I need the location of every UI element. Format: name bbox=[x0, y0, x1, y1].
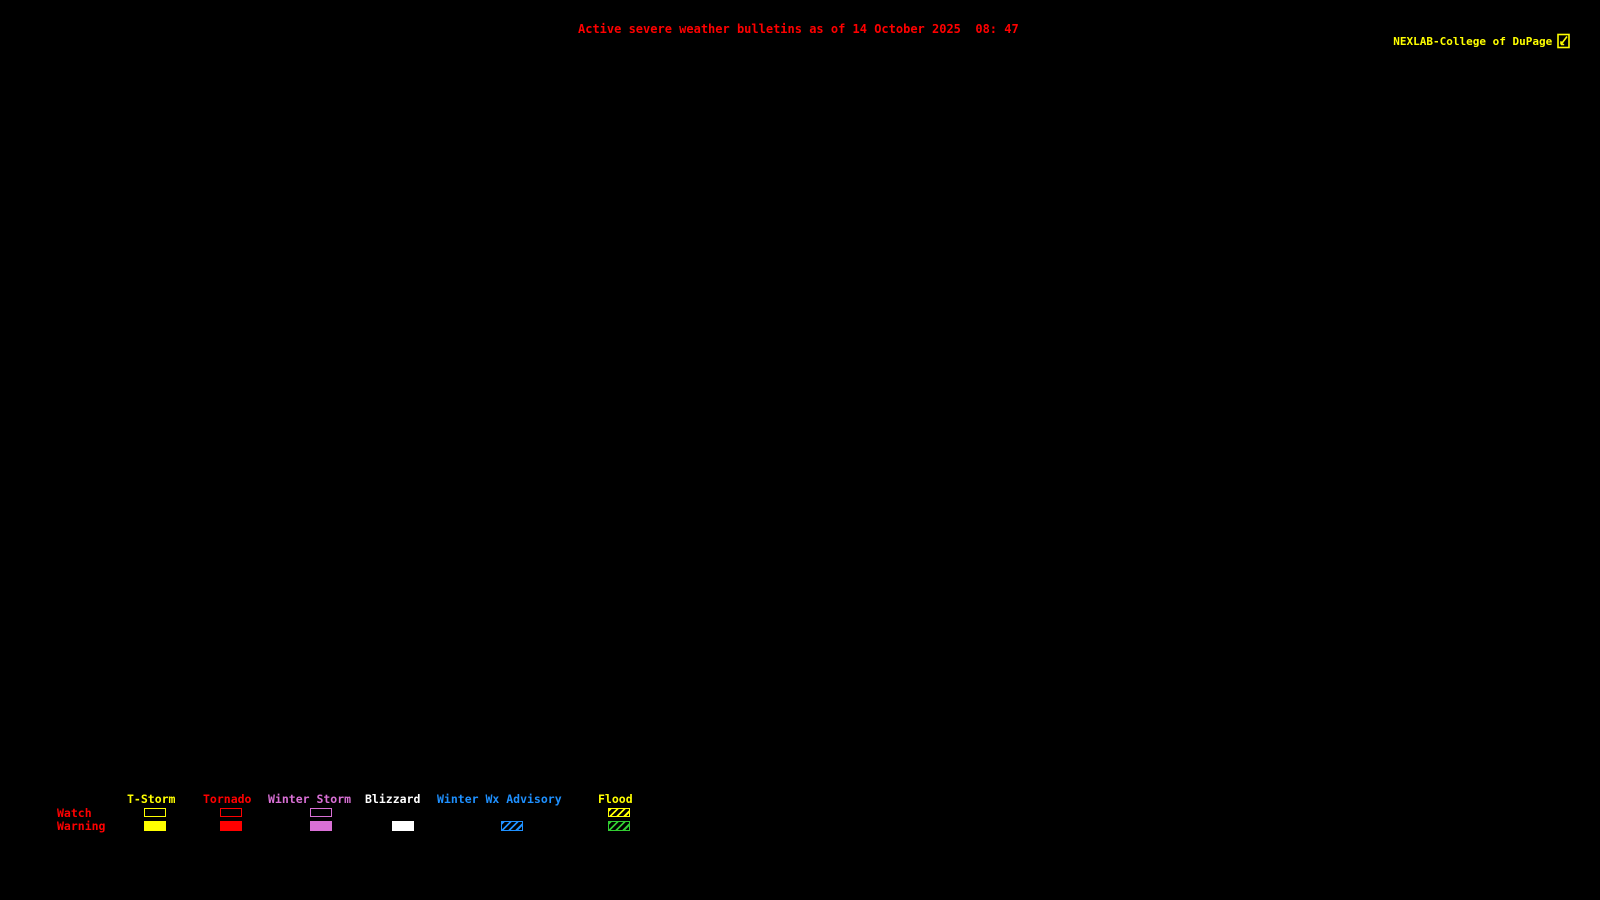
legend-header-flood: Flood bbox=[598, 792, 633, 806]
legend-header-tstorm: T-Storm bbox=[127, 792, 176, 806]
legend-swatch-winter-storm-warning bbox=[310, 821, 332, 831]
legend-row-label-watch: Watch bbox=[57, 806, 92, 820]
legend-swatch-flood-warning bbox=[608, 821, 630, 831]
legend-row-label-warning: Warning bbox=[57, 819, 106, 833]
legend-swatch-blizzard-warning bbox=[392, 821, 414, 831]
legend-header-winter-storm: Winter Storm bbox=[268, 792, 352, 806]
legend-header-winter-wx-advisory: Winter Wx Advisory bbox=[437, 792, 562, 806]
legend-header-blizzard: Blizzard bbox=[365, 792, 421, 806]
brand: NEXLAB-College of DuPage bbox=[1393, 3, 1597, 79]
legend-swatch-tornado-warning bbox=[220, 821, 242, 831]
legend-swatch-winter-wx-advisory-warning bbox=[501, 821, 523, 831]
page-title: Active severe weather bulletins as of 14… bbox=[578, 22, 1019, 36]
legend-header-tornado: Tornado bbox=[203, 792, 252, 806]
legend-swatch-flood-watch bbox=[608, 808, 630, 817]
legend-swatch-tstorm-watch bbox=[144, 808, 166, 817]
legend-swatch-tstorm-warning bbox=[144, 821, 166, 831]
nexlab-logo-icon bbox=[1557, 3, 1597, 79]
legend-swatch-winter-storm-watch bbox=[310, 808, 332, 817]
brand-text: NEXLAB-College of DuPage bbox=[1393, 34, 1553, 48]
legend-swatch-tornado-watch bbox=[220, 808, 242, 817]
